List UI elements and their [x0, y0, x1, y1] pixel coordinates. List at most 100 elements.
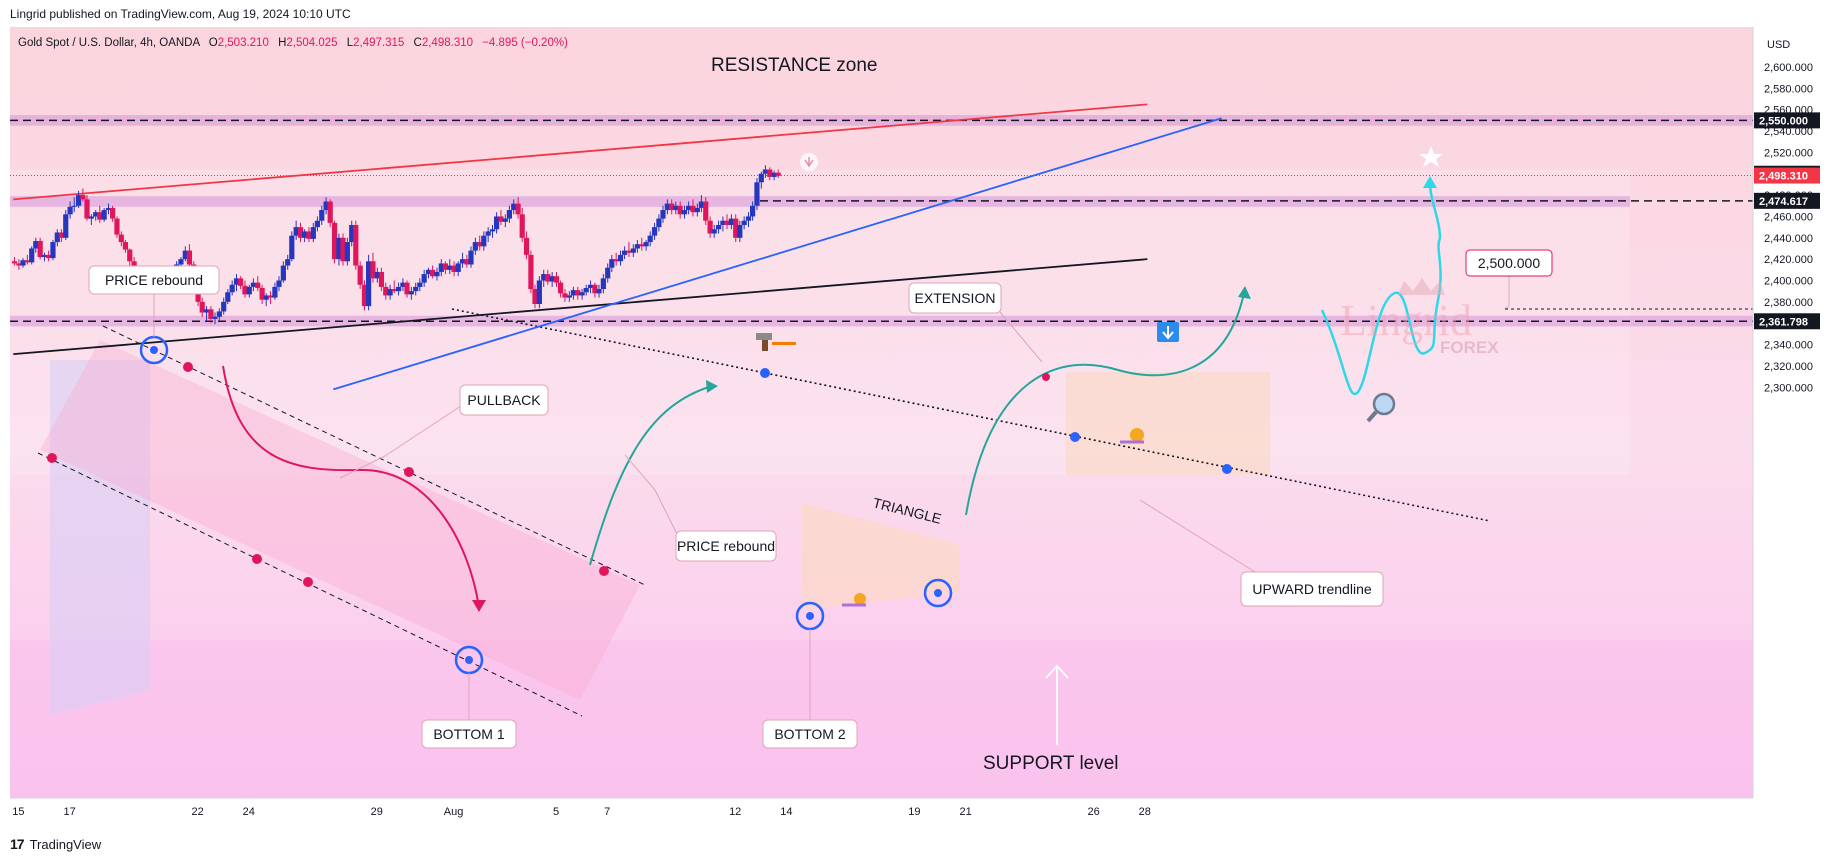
candle-body — [24, 260, 30, 263]
candle-body — [643, 242, 649, 247]
candle-body — [728, 218, 734, 225]
candle — [447, 259, 453, 275]
candle — [771, 170, 777, 181]
candle — [306, 227, 312, 243]
candle — [293, 220, 299, 240]
candle-body — [54, 232, 60, 243]
channel-upper-line — [102, 325, 646, 586]
svg-text:BOTTOM 1: BOTTOM 1 — [433, 726, 505, 742]
candle-body — [468, 250, 474, 265]
candle — [404, 280, 410, 298]
candle-body — [720, 220, 726, 225]
candle — [302, 229, 308, 243]
candle-body — [767, 169, 773, 177]
price-label-text: 2,361.798 — [1759, 316, 1808, 328]
candle — [127, 248, 133, 266]
candle — [400, 278, 406, 292]
candle-body — [532, 289, 538, 304]
candle-body — [41, 254, 48, 258]
candle — [374, 267, 380, 283]
y-tick-label: 2,380.000 — [1764, 297, 1813, 309]
candle — [383, 282, 389, 300]
candle-body — [690, 205, 696, 213]
candle — [587, 280, 594, 294]
svg-text:BOTTOM 2: BOTTOM 2 — [774, 726, 846, 742]
candle-body — [477, 242, 483, 247]
candle — [33, 237, 39, 253]
marker-triangle-break — [923, 578, 953, 608]
candle — [425, 267, 432, 279]
y-tick-label: 2,320.000 — [1764, 361, 1813, 373]
candle — [545, 269, 551, 285]
support-up-arrow-icon — [1045, 664, 1069, 745]
candle — [344, 237, 350, 266]
candle — [728, 214, 734, 230]
candle-body — [344, 242, 350, 262]
candle-body — [489, 229, 496, 232]
svg-text:UPWARD trendline: UPWARD trendline — [1252, 581, 1372, 597]
candle — [340, 233, 346, 266]
x-tick-label: 19 — [908, 806, 920, 818]
x-tick-label: 12 — [729, 806, 741, 818]
rebound-arrow-1 — [589, 385, 713, 566]
candle — [16, 259, 22, 270]
candle — [280, 261, 286, 283]
candle — [741, 216, 747, 230]
candle — [366, 254, 372, 311]
y-ticks-layer: 2,600.0002,580.0002,560.0002,540.0002,52… — [1764, 62, 1813, 394]
x-tick-label: 14 — [780, 806, 792, 818]
dot-10 — [1042, 373, 1050, 381]
candle-body — [613, 259, 619, 262]
x-tick-label: 29 — [371, 806, 383, 818]
candle — [511, 199, 517, 215]
candle-body — [383, 286, 389, 296]
candle-body — [553, 276, 560, 283]
leader-upward-trendline — [1139, 499, 1256, 573]
candle — [592, 282, 598, 298]
candle — [67, 201, 73, 219]
candle-body — [250, 282, 257, 287]
footer: 17 TradingView — [10, 836, 101, 852]
candle-body — [366, 261, 372, 307]
candle — [199, 297, 205, 317]
candle-body — [370, 261, 376, 279]
candle-body — [511, 203, 517, 211]
candle — [216, 308, 222, 322]
candle — [417, 278, 423, 292]
candle — [489, 224, 496, 238]
candle — [502, 214, 508, 228]
candle — [673, 201, 679, 215]
candle — [58, 229, 65, 243]
candle — [186, 244, 193, 268]
candle-body — [259, 287, 265, 300]
candle-body — [225, 292, 231, 302]
x-tick-label: Aug — [444, 806, 464, 818]
candle — [54, 229, 60, 247]
candle — [707, 216, 713, 238]
candle — [221, 297, 227, 315]
price-label: 2,550.000 — [1754, 112, 1820, 129]
x-tick-label: 28 — [1139, 806, 1151, 818]
candle — [182, 246, 188, 262]
down-arrow-circle-icon — [800, 153, 818, 171]
candle-body — [97, 212, 103, 220]
lingrid-watermark: Lingrid FOREX — [1340, 278, 1499, 357]
candle — [639, 237, 645, 251]
candle-body — [583, 287, 589, 293]
candle-body — [703, 201, 709, 221]
candle-body — [634, 244, 641, 249]
candle-body — [233, 278, 240, 285]
tradingview-logo-icon: 17 — [10, 836, 25, 852]
candle — [715, 220, 722, 234]
dot-2 — [183, 362, 193, 372]
candle — [336, 233, 342, 266]
triangle-shape — [802, 503, 960, 610]
currency-label: USD — [1767, 39, 1790, 51]
candle — [24, 254, 30, 265]
price-labels-layer: 2,550.0002,500.0002,498.3102,474.6172,36… — [1754, 112, 1820, 330]
candle — [455, 261, 461, 277]
candle — [745, 212, 752, 228]
svg-text:PRICE rebound: PRICE rebound — [677, 538, 775, 554]
candle — [267, 291, 274, 304]
